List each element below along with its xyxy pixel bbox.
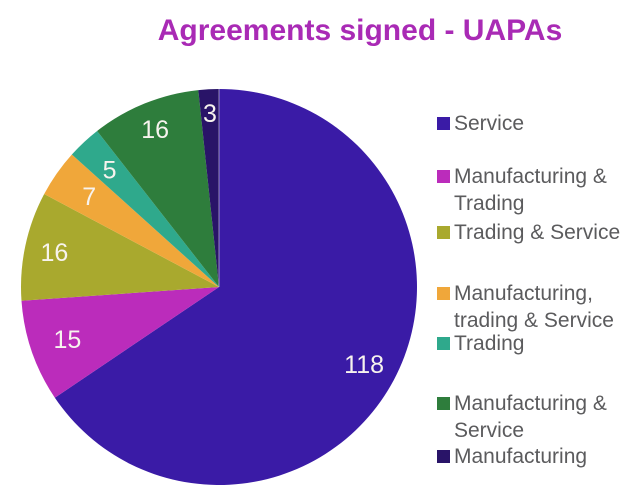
legend-item-manufacturing-service[interactable]: Manufacturing & Service [437, 392, 629, 444]
legend-swatch-icon [437, 450, 450, 463]
legend-label: Manufacturing & Service [454, 392, 607, 442]
legend-item-service[interactable]: Service [437, 112, 629, 137]
chart-title: Agreements signed - UAPAs [157, 14, 563, 47]
legend-item-manufacturing-trading[interactable]: Manufacturing & Trading [437, 165, 629, 217]
pie-slice-manufacturing-trading[interactable] [21, 287, 220, 398]
legend-label: Manufacturing & Trading [454, 165, 607, 215]
slice-value-label: 16 [141, 116, 169, 144]
pie-slice-service[interactable] [54, 89, 417, 485]
pie-slice-manufacturing-service[interactable] [97, 90, 219, 287]
legend-label: Service [454, 112, 525, 135]
slice-value-label: 118 [344, 351, 384, 379]
pie-slice-manufacturing[interactable] [198, 88, 219, 287]
legend-item-manufacturing-trading-service[interactable]: Manufacturing, trading & Service [437, 282, 629, 334]
legend-item-manufacturing[interactable]: Manufacturing [437, 445, 629, 470]
legend-swatch-icon [437, 117, 450, 130]
slice-value-label: 16 [40, 239, 68, 267]
legend-item-trading[interactable]: Trading [437, 332, 629, 357]
legend-label: Manufacturing, trading & Service [454, 282, 614, 332]
legend: Service Manufacturing & Trading Trading & … [437, 0, 637, 491]
legend-label: Trading [454, 332, 525, 355]
slice-value-label: 3 [203, 100, 217, 128]
legend-label: Manufacturing [454, 445, 588, 468]
legend-swatch-icon [437, 397, 450, 410]
legend-item-trading-service[interactable]: Trading & Service [437, 221, 629, 246]
legend-swatch-icon [437, 287, 450, 300]
pie-slice-manufacturing-trading-service[interactable] [44, 154, 220, 287]
legend-swatch-icon [437, 170, 450, 183]
pie-slice-trading[interactable] [71, 130, 219, 287]
legend-label: Trading & Service [454, 221, 621, 244]
legend-swatch-icon [437, 226, 450, 239]
slice-value-label: 15 [53, 326, 81, 354]
legend-swatch-icon [437, 337, 450, 350]
slice-value-label: 5 [103, 156, 117, 184]
slice-value-label: 7 [82, 183, 96, 211]
pie-slice-trading-service[interactable] [20, 194, 219, 301]
